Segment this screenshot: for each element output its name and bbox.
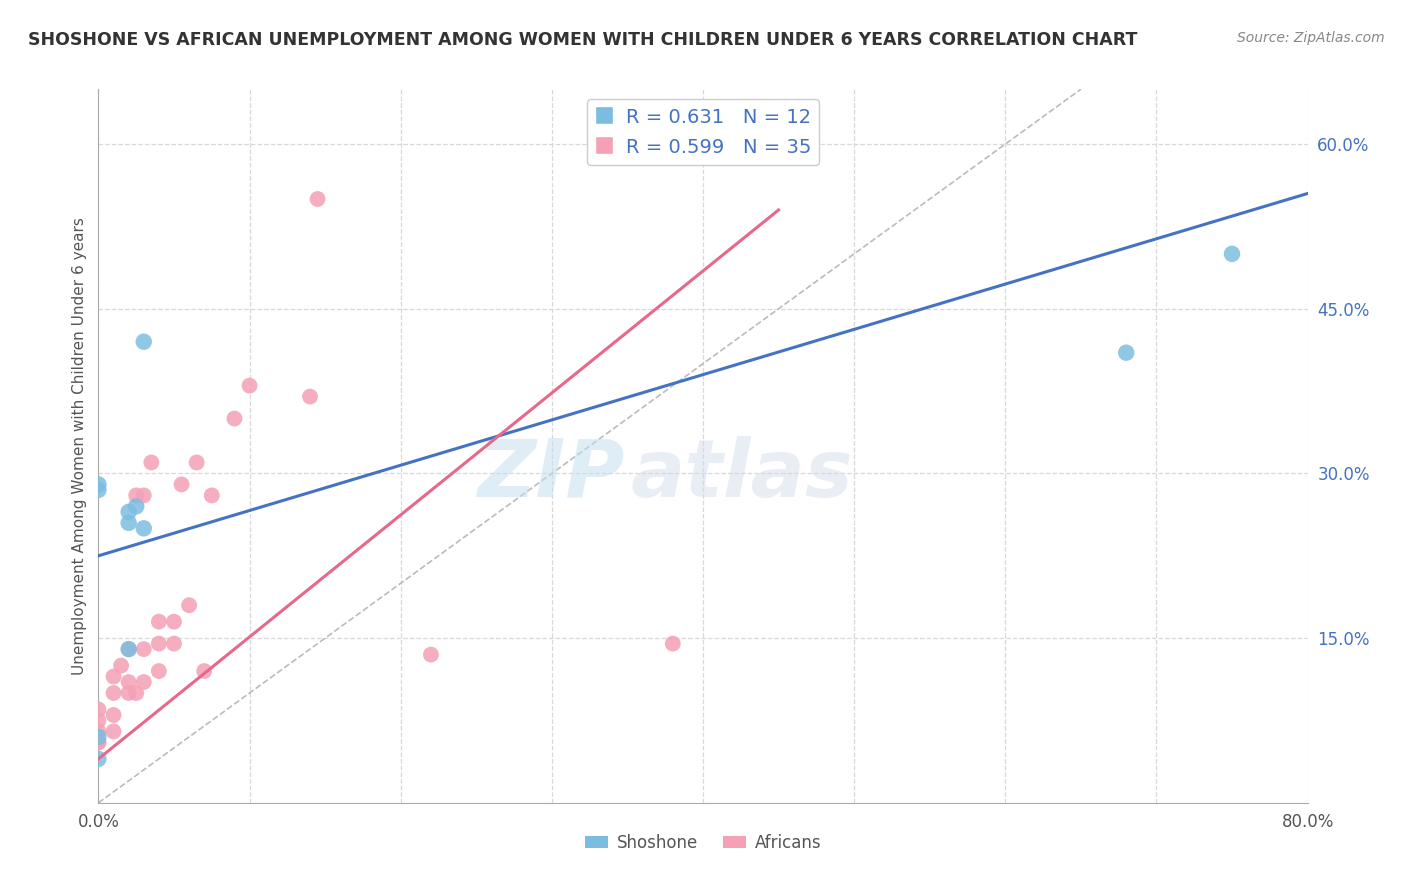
Point — [170, 477, 193, 491]
Point — [239, 378, 262, 392]
Point — [132, 521, 155, 535]
Point — [193, 664, 215, 678]
Point — [224, 411, 246, 425]
Point — [118, 642, 141, 657]
Point — [118, 516, 141, 530]
Point — [163, 637, 186, 651]
Text: Source: ZipAtlas.com: Source: ZipAtlas.com — [1237, 31, 1385, 45]
Point — [661, 637, 683, 651]
Point — [148, 615, 170, 629]
Point — [87, 735, 110, 749]
Point — [179, 598, 201, 612]
Legend: Shoshone, Africans: Shoshone, Africans — [578, 828, 828, 859]
Point — [103, 669, 125, 683]
Text: SHOSHONE VS AFRICAN UNEMPLOYMENT AMONG WOMEN WITH CHILDREN UNDER 6 YEARS CORRELA: SHOSHONE VS AFRICAN UNEMPLOYMENT AMONG W… — [28, 31, 1137, 49]
Point — [125, 488, 148, 502]
Text: atlas: atlas — [630, 435, 853, 514]
Point — [87, 702, 110, 716]
Point — [125, 686, 148, 700]
Point — [1220, 247, 1243, 261]
Point — [87, 483, 110, 497]
Point — [299, 390, 322, 404]
Point — [148, 664, 170, 678]
Point — [118, 675, 141, 690]
Point — [87, 724, 110, 739]
Point — [118, 505, 141, 519]
Point — [87, 752, 110, 766]
Point — [163, 615, 186, 629]
Point — [118, 642, 141, 657]
Point — [186, 455, 208, 469]
Text: ZIP: ZIP — [477, 435, 624, 514]
Point — [201, 488, 224, 502]
Y-axis label: Unemployment Among Women with Children Under 6 years: Unemployment Among Women with Children U… — [72, 217, 87, 675]
Point — [87, 735, 110, 749]
Point — [87, 730, 110, 744]
Point — [141, 455, 163, 469]
Point — [103, 686, 125, 700]
Point — [132, 642, 155, 657]
Point — [148, 637, 170, 651]
Point — [118, 686, 141, 700]
Point — [132, 334, 155, 349]
Point — [132, 488, 155, 502]
Point — [420, 648, 443, 662]
Point — [307, 192, 329, 206]
Point — [87, 714, 110, 728]
Point — [87, 477, 110, 491]
Point — [132, 675, 155, 690]
Point — [103, 708, 125, 723]
Point — [1115, 345, 1137, 359]
Point — [103, 724, 125, 739]
Point — [125, 500, 148, 514]
Point — [110, 658, 132, 673]
